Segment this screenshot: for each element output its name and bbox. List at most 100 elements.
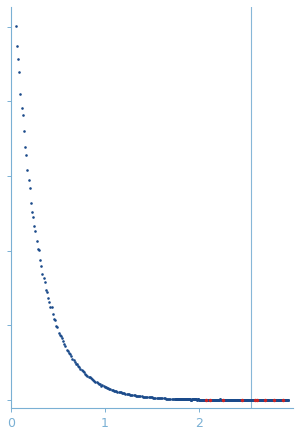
Point — [183, 396, 188, 403]
Point — [162, 395, 167, 402]
Point — [251, 396, 256, 403]
Point — [71, 356, 76, 363]
Point — [205, 396, 210, 403]
Point — [241, 396, 245, 403]
Point — [248, 396, 253, 403]
Point — [120, 389, 124, 396]
Point — [235, 396, 240, 403]
Point — [135, 392, 140, 399]
Point — [168, 395, 173, 402]
Point — [239, 396, 244, 403]
Point — [129, 392, 134, 399]
Point — [136, 392, 141, 399]
Point — [22, 127, 26, 134]
Point — [160, 395, 165, 402]
Point — [60, 335, 64, 342]
Point — [46, 295, 50, 302]
Point — [169, 395, 174, 402]
Point — [273, 396, 278, 403]
Point — [176, 395, 180, 402]
Point — [284, 396, 289, 403]
Point — [184, 395, 189, 402]
Point — [282, 397, 287, 404]
Point — [200, 396, 205, 403]
Point — [180, 395, 185, 402]
Point — [195, 395, 200, 402]
Point — [274, 397, 279, 404]
Point — [65, 348, 70, 355]
Point — [32, 223, 37, 230]
Point — [125, 391, 130, 398]
Point — [62, 340, 67, 347]
Point — [220, 396, 225, 403]
Point — [277, 397, 282, 404]
Point — [17, 68, 22, 75]
Point — [15, 42, 20, 49]
Point — [56, 329, 61, 336]
Point — [79, 367, 84, 374]
Point — [69, 353, 74, 360]
Point — [266, 396, 270, 403]
Point — [278, 397, 282, 404]
Point — [210, 396, 215, 403]
Point — [146, 394, 151, 401]
Point — [24, 152, 28, 159]
Point — [94, 379, 99, 386]
Point — [45, 288, 50, 295]
Point — [92, 378, 97, 385]
Point — [175, 395, 180, 402]
Point — [177, 395, 182, 402]
Point — [27, 184, 32, 191]
Point — [41, 275, 46, 282]
Point — [57, 331, 62, 338]
Point — [225, 396, 230, 403]
Point — [272, 396, 277, 403]
Point — [178, 395, 182, 402]
Point — [187, 396, 192, 403]
Point — [53, 316, 58, 323]
Point — [269, 397, 274, 404]
Point — [228, 396, 232, 403]
Point — [260, 397, 264, 404]
Point — [155, 395, 160, 402]
Point — [253, 397, 257, 404]
Point — [49, 304, 54, 311]
Point — [158, 395, 163, 402]
Point — [95, 379, 100, 386]
Point — [190, 396, 195, 403]
Point — [181, 395, 186, 402]
Point — [101, 383, 106, 390]
Point — [109, 386, 114, 393]
Point — [234, 396, 239, 403]
Point — [165, 395, 170, 402]
Point — [131, 392, 136, 399]
Point — [260, 397, 265, 404]
Point — [180, 395, 184, 402]
Point — [18, 90, 23, 97]
Point — [246, 397, 250, 404]
Point — [212, 396, 217, 403]
Point — [256, 397, 261, 404]
Point — [164, 395, 168, 402]
Point — [219, 396, 224, 403]
Point — [98, 381, 103, 388]
Point — [130, 392, 135, 399]
Point — [194, 396, 198, 403]
Point — [145, 394, 150, 401]
Point — [138, 393, 143, 400]
Point — [93, 378, 98, 385]
Point — [221, 396, 226, 403]
Point — [222, 396, 227, 403]
Point — [178, 395, 183, 402]
Point — [80, 368, 85, 375]
Point — [189, 396, 194, 403]
Point — [34, 238, 39, 245]
Point — [184, 396, 189, 403]
Point — [215, 396, 220, 403]
Point — [63, 343, 68, 350]
Point — [90, 376, 94, 383]
Point — [128, 391, 133, 398]
Point — [262, 397, 266, 404]
Point — [186, 395, 191, 402]
Point — [285, 397, 290, 404]
